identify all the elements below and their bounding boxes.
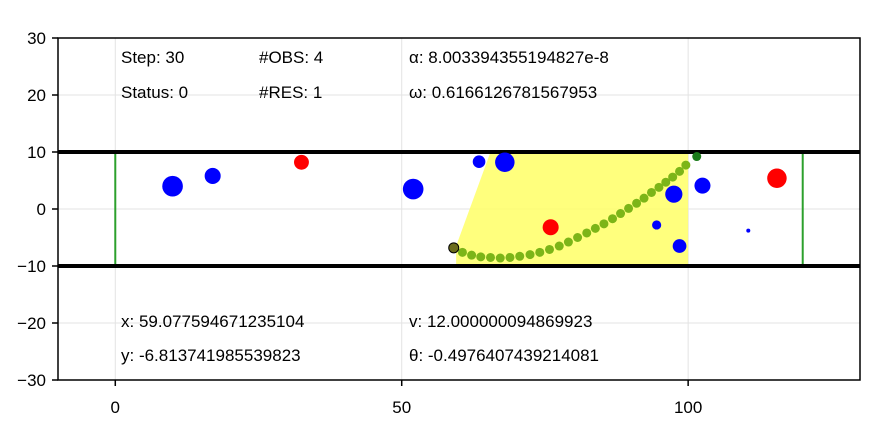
obstacle-blue (204, 167, 221, 184)
x-tick-label: 0 (111, 398, 120, 417)
trajectory-point (668, 172, 678, 182)
obstacle-red (767, 168, 787, 188)
trajectory-point (563, 237, 573, 247)
trajectory-point (599, 219, 609, 229)
goal-marker (692, 152, 702, 162)
trajectory-point (632, 198, 642, 208)
y-tick-label: −10 (17, 257, 46, 276)
trajectory-point (535, 247, 545, 257)
trajectory-point (624, 203, 634, 213)
obstacle-blue (402, 178, 424, 200)
obstacle-blue (665, 185, 683, 203)
step-text: Step: 30 (121, 48, 184, 67)
vehicle-markers (448, 152, 702, 254)
trajectory-point (590, 223, 600, 233)
y-tick-label: 30 (27, 29, 46, 48)
y-position-text: y: -6.813741985539823 (121, 346, 301, 365)
trajectory-point (457, 247, 467, 257)
trajectory-point (582, 228, 592, 238)
x-tick-label: 50 (392, 398, 411, 417)
trajectory-point (554, 241, 564, 251)
trajectory-point (476, 252, 486, 262)
trajectory-point (675, 166, 685, 176)
trajectory-point (681, 160, 691, 170)
obstacle-blue (495, 152, 515, 172)
trajectory-point (505, 252, 515, 262)
obstacles (162, 152, 787, 253)
ego-vehicle-marker (448, 242, 460, 254)
trajectory-point (639, 193, 649, 203)
y-tick-label: −30 (17, 371, 46, 390)
trajectory-point (616, 209, 626, 219)
alpha-text: α: 8.003394355194827e-8 (409, 48, 609, 67)
trajectory-point (515, 251, 525, 261)
obstacle-red (294, 154, 309, 170)
x-tick-label: 100 (674, 398, 702, 417)
trajectory-point (525, 250, 535, 260)
obstacle-blue (746, 228, 751, 233)
omega-text: ω: 0.6166126781567953 (409, 83, 597, 102)
res-count-text: #RES: 1 (259, 83, 322, 102)
boundary-lines (114, 152, 804, 266)
x-position-text: x: 59.077594671235104 (121, 312, 304, 331)
y-tick-label: 20 (27, 86, 46, 105)
trajectory-point (545, 244, 555, 254)
obstacle-blue (652, 220, 662, 230)
trajectory-point (654, 182, 664, 192)
trajectory-point (495, 253, 505, 263)
sensor-region (456, 152, 689, 266)
y-tick-label: 0 (37, 200, 46, 219)
obstacle-red (542, 219, 559, 236)
obstacle-blue (162, 175, 183, 197)
obstacle-blue (472, 155, 486, 168)
status-text: Status: 0 (121, 83, 188, 102)
trajectory-point (608, 214, 618, 224)
obstacle-blue (672, 239, 687, 253)
trajectory-point (661, 177, 671, 187)
trajectory-point (467, 250, 477, 260)
trajectory-point (573, 233, 583, 242)
obstacle-blue (694, 177, 711, 194)
obs-count-text: #OBS: 4 (259, 48, 323, 67)
trajectory-point (646, 187, 656, 197)
trajectory-point (486, 252, 496, 262)
theta-text: θ: -0.4976407439214081 (409, 346, 599, 365)
trajectory (449, 160, 691, 263)
y-tick-label: −20 (17, 314, 46, 333)
road-lines (58, 150, 860, 268)
y-tick-label: 10 (27, 143, 46, 162)
velocity-text: v: 12.000000094869923 (409, 312, 592, 331)
